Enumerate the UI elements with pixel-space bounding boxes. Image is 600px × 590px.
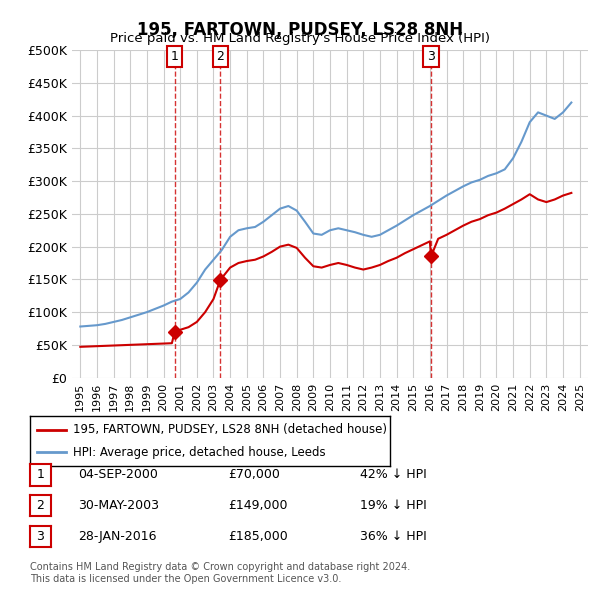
Text: 2: 2 xyxy=(37,499,44,512)
Text: 04-SEP-2000: 04-SEP-2000 xyxy=(78,468,158,481)
Text: 28-JAN-2016: 28-JAN-2016 xyxy=(78,530,157,543)
Text: 3: 3 xyxy=(37,530,44,543)
Text: 3: 3 xyxy=(427,50,435,63)
Text: 195, FARTOWN, PUDSEY, LS28 8NH: 195, FARTOWN, PUDSEY, LS28 8NH xyxy=(137,21,463,39)
Text: Contains HM Land Registry data © Crown copyright and database right 2024.
This d: Contains HM Land Registry data © Crown c… xyxy=(30,562,410,584)
Text: 2: 2 xyxy=(217,50,224,63)
Text: 1: 1 xyxy=(171,50,179,63)
Text: £70,000: £70,000 xyxy=(228,468,280,481)
Text: £185,000: £185,000 xyxy=(228,530,288,543)
Text: HPI: Average price, detached house, Leeds: HPI: Average price, detached house, Leed… xyxy=(73,445,326,458)
Text: 19% ↓ HPI: 19% ↓ HPI xyxy=(360,499,427,512)
Text: 195, FARTOWN, PUDSEY, LS28 8NH (detached house): 195, FARTOWN, PUDSEY, LS28 8NH (detached… xyxy=(73,424,387,437)
Text: Price paid vs. HM Land Registry's House Price Index (HPI): Price paid vs. HM Land Registry's House … xyxy=(110,32,490,45)
Text: £149,000: £149,000 xyxy=(228,499,287,512)
Text: 36% ↓ HPI: 36% ↓ HPI xyxy=(360,530,427,543)
Text: 42% ↓ HPI: 42% ↓ HPI xyxy=(360,468,427,481)
Text: 1: 1 xyxy=(37,468,44,481)
Text: 30-MAY-2003: 30-MAY-2003 xyxy=(78,499,159,512)
